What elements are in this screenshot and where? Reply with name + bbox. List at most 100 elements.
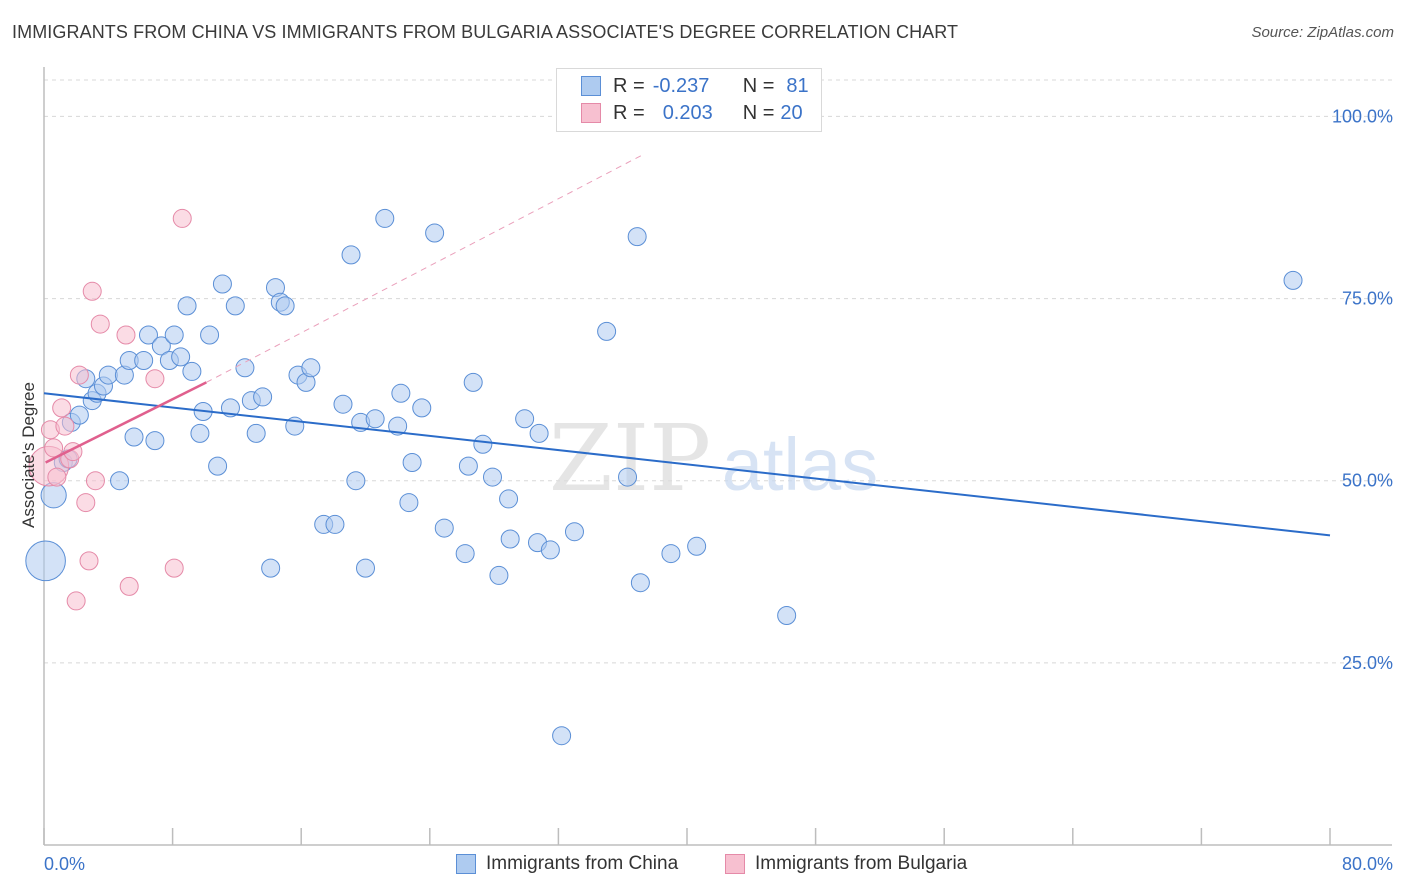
bulgaria-r-value: 0.203: [662, 101, 713, 124]
bulgaria-point: [76, 493, 96, 513]
china-point: [425, 223, 445, 243]
china-point: [618, 467, 638, 487]
china-r-value: -0.237: [652, 74, 710, 97]
china-point: [235, 358, 255, 378]
bulgaria-point: [79, 551, 99, 571]
china-point: [540, 540, 560, 560]
bulgaria-point: [52, 398, 72, 418]
china-point: [151, 336, 171, 356]
china-point: [325, 514, 345, 534]
china-point: [391, 383, 411, 403]
china-point: [182, 361, 202, 381]
china-point: [246, 423, 266, 443]
china-point: [564, 522, 584, 542]
legend-row-china: R = -0.237 N = 81: [581, 73, 809, 99]
china-r-label: R =: [613, 74, 645, 97]
china-point: [1283, 270, 1303, 290]
y-tick-label: 100.0%: [1332, 106, 1393, 126]
bulgaria-r-label: R =: [613, 101, 645, 124]
china-point: [630, 573, 650, 593]
china-point: [138, 325, 158, 345]
bulgaria-point: [119, 576, 139, 596]
y-axis-title: Associate's Degree: [19, 382, 38, 528]
china-point: [346, 471, 366, 491]
china-point: [301, 358, 321, 378]
bulgaria-swatch: [581, 103, 601, 123]
china-point: [529, 423, 549, 443]
points-layer: [25, 208, 1303, 746]
bulgaria-n-value: 20: [780, 101, 803, 124]
china-point: [455, 544, 475, 564]
y-tick-label: 50.0%: [1342, 471, 1393, 491]
china-point: [627, 227, 647, 247]
china-n-value: 81: [786, 74, 809, 97]
bulgaria-point: [66, 591, 86, 611]
china-point: [388, 416, 408, 436]
stats-legend: R = -0.237 N = 81 R = 0.203 N = 20: [556, 68, 822, 132]
china-point: [40, 482, 67, 509]
china-point: [261, 558, 281, 578]
bottom-bulgaria-swatch: [725, 854, 745, 874]
bulgaria-point: [90, 314, 110, 334]
bulgaria-point: [172, 208, 192, 228]
bulgaria-point: [69, 365, 89, 385]
bulgaria-point: [164, 558, 184, 578]
china-point: [473, 434, 493, 454]
china-point: [134, 351, 154, 370]
bottom-bulgaria-label: Immigrants from Bulgaria: [755, 853, 968, 874]
china-point: [333, 394, 353, 414]
china-point: [171, 347, 191, 367]
china-point: [375, 208, 395, 228]
china-point: [341, 245, 361, 265]
china-point: [208, 456, 228, 476]
china-point: [661, 544, 681, 564]
bulgaria-n-label: N =: [742, 101, 775, 124]
china-point: [164, 325, 184, 345]
bulgaria-point: [145, 369, 165, 389]
china-point: [177, 296, 197, 316]
bottom-china-label: Immigrants from China: [486, 853, 679, 874]
bulgaria-point: [116, 325, 136, 345]
china-point: [402, 453, 422, 472]
china-point: [212, 274, 232, 294]
china-point: [499, 489, 519, 509]
watermark-atlas: atlas: [722, 423, 878, 506]
china-point: [124, 427, 144, 447]
x-tick-label-max: 80.0%: [1342, 854, 1393, 874]
china-swatch: [581, 76, 601, 96]
china-point: [515, 409, 535, 429]
china-point: [399, 493, 419, 513]
bulgaria-point: [82, 281, 102, 301]
china-point: [275, 296, 295, 316]
china-point: [687, 536, 707, 556]
axis-layer: 25.0% 50.0% 75.0% 100.0% 0.0% 80.0%: [43, 67, 1393, 874]
bulgaria-point: [85, 471, 105, 491]
china-point: [597, 321, 617, 341]
bulgaria-point: [55, 416, 75, 436]
china-point: [69, 405, 89, 425]
y-tick-label: 25.0%: [1342, 653, 1393, 673]
china-point: [489, 565, 509, 585]
china-trend-line: [43, 392, 1331, 537]
china-point: [200, 325, 220, 345]
china-point: [98, 365, 118, 385]
china-point: [145, 431, 165, 451]
china-point: [365, 409, 385, 429]
bottom-china-swatch: [456, 854, 476, 874]
china-point: [220, 398, 240, 418]
legend-row-bulgaria: R = 0.203 N = 20: [581, 100, 803, 126]
china-point: [356, 558, 375, 578]
bulgaria-point: [44, 438, 64, 458]
china-point: [463, 372, 483, 392]
china-point: [458, 456, 478, 476]
china-point: [25, 540, 66, 582]
bottom-legend-bulgaria: Immigrants from Bulgaria: [725, 852, 967, 876]
china-point: [482, 467, 502, 487]
china-point: [225, 296, 245, 316]
china-point: [434, 518, 454, 538]
chart-title: IMMIGRANTS FROM CHINA VS IMMIGRANTS FROM…: [12, 22, 959, 42]
y-tick-label: 75.0%: [1342, 289, 1393, 309]
bulgaria-trend-line: [45, 381, 207, 464]
china-point: [253, 387, 273, 407]
